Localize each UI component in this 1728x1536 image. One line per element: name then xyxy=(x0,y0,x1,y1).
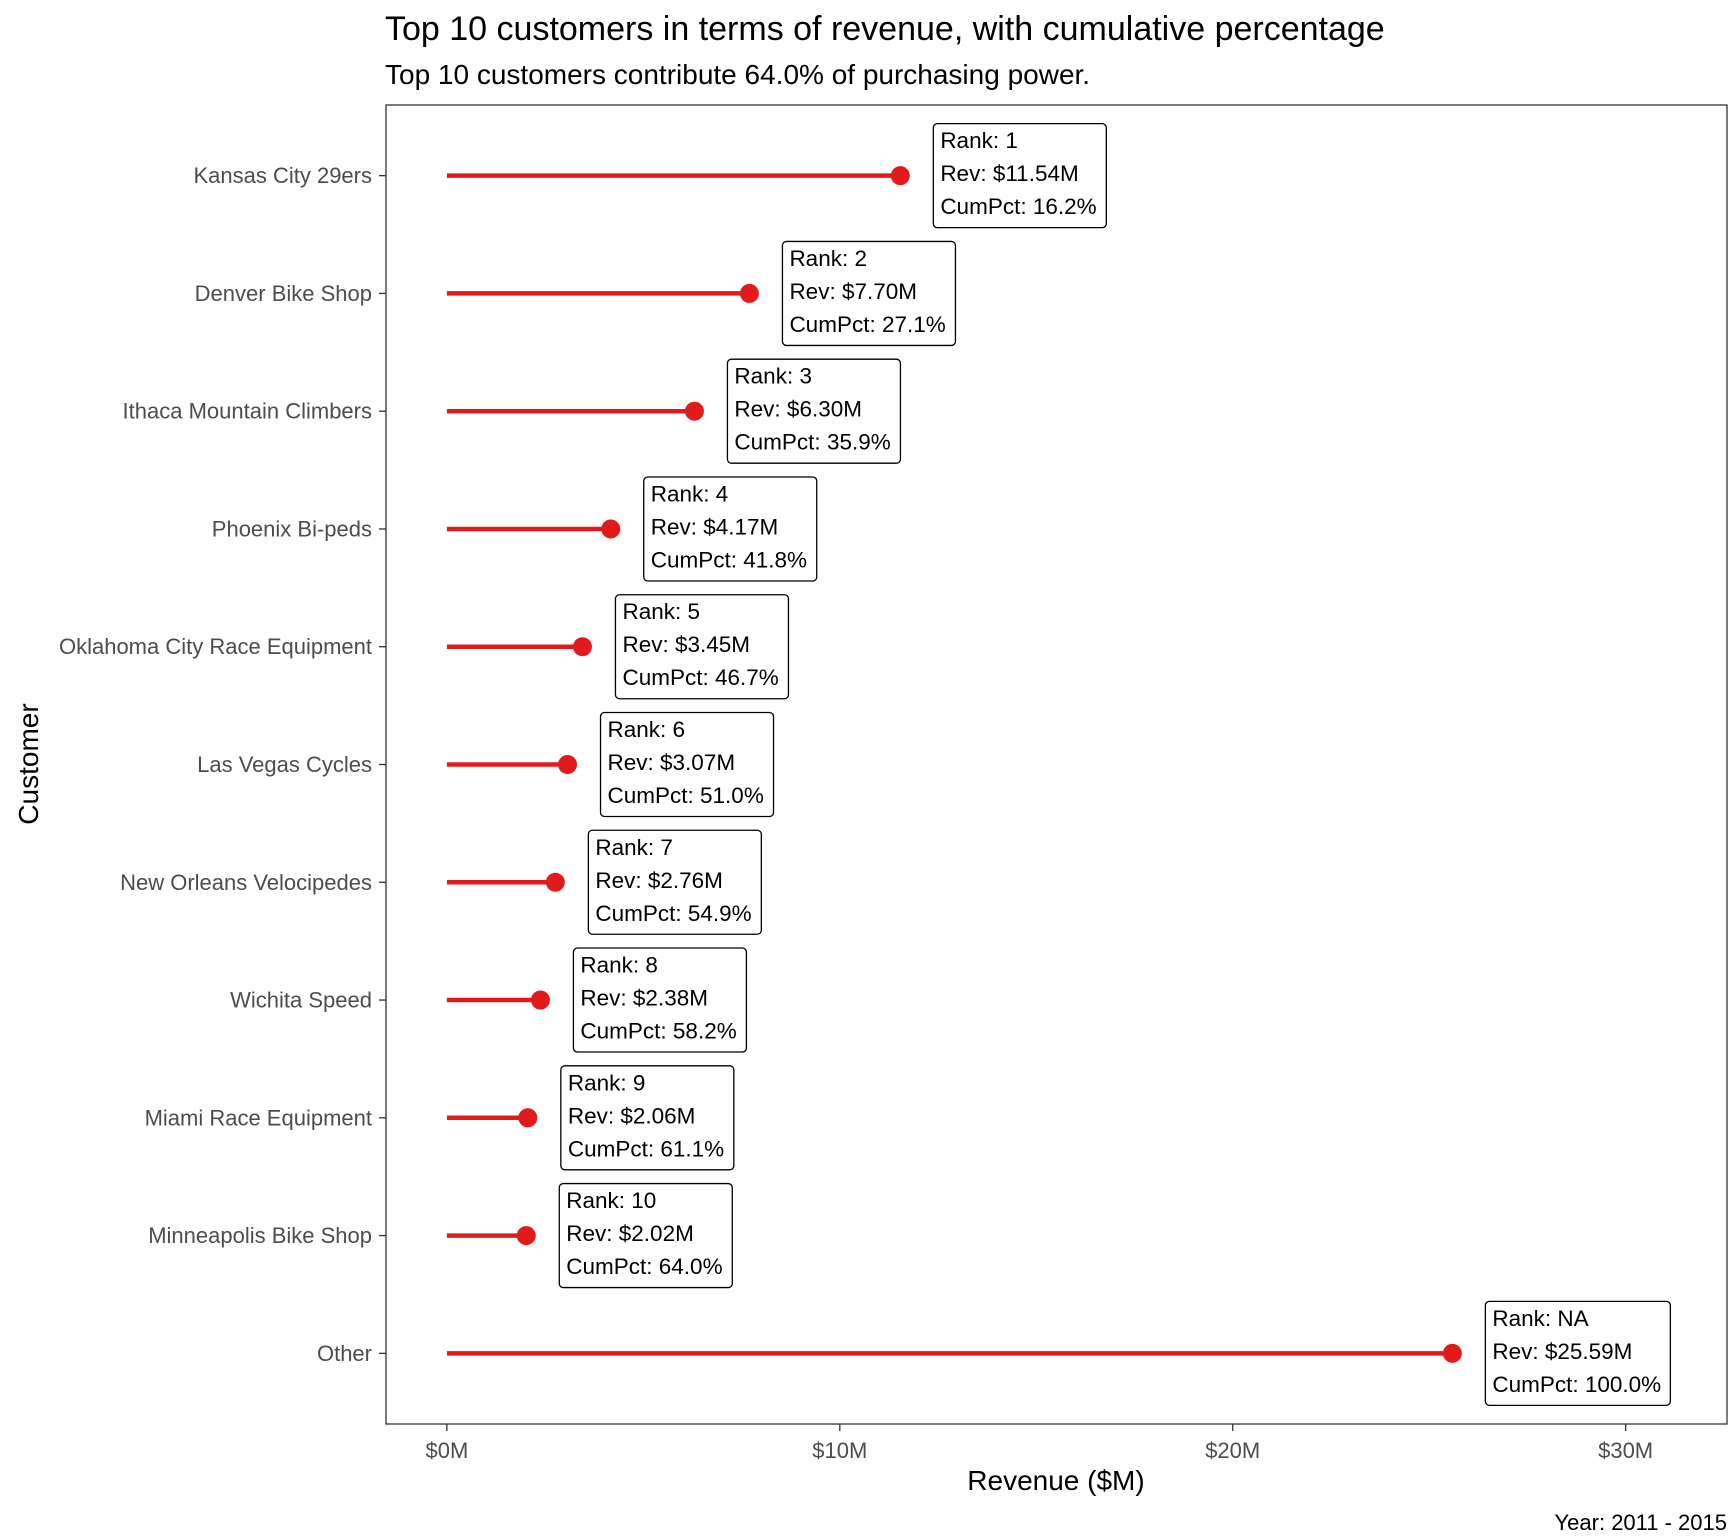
point-label-line: Rank: 10 xyxy=(566,1188,656,1213)
point-label-line: CumPct: 64.0% xyxy=(566,1254,722,1279)
x-tick-label: $30M xyxy=(1598,1438,1653,1463)
revenue-point xyxy=(516,1226,536,1246)
point-label-box xyxy=(781,240,957,347)
point-label-line: Rev: $2.02M xyxy=(566,1221,694,1246)
point-label: Rank: 5 Rev: $3.45M CumPct: 46.7% xyxy=(614,594,790,700)
y-tick-label: Wichita Speed xyxy=(230,988,372,1013)
y-axis-title: Customer xyxy=(13,703,44,824)
y-tick-label: Phoenix Bi-peds xyxy=(212,516,372,541)
point-label: Rank: 8 Rev: $2.38M CumPct: 58.2% xyxy=(572,947,748,1053)
revenue-point xyxy=(601,519,621,539)
x-tick-label: $20M xyxy=(1205,1438,1260,1463)
point-label: Rank: 4 Rev: $4.17M CumPct: 41.8% xyxy=(643,476,818,582)
chart-marks xyxy=(446,166,1462,1363)
point-label-line: CumPct: 46.7% xyxy=(622,665,778,690)
point-label-line: Rev: $4.17M xyxy=(651,514,779,539)
y-tick-label: Las Vegas Cycles xyxy=(197,752,372,777)
point-label-line: CumPct: 54.9% xyxy=(595,901,751,926)
point-label-line: CumPct: 16.2% xyxy=(940,194,1096,219)
y-tick-label: Oklahoma City Race Equipment xyxy=(59,634,372,659)
point-label-line: Rank: 7 xyxy=(595,835,673,860)
point-label-line: Rank: 1 xyxy=(940,128,1018,153)
revenue-point xyxy=(572,637,592,657)
y-tick-label: Other xyxy=(317,1341,372,1366)
point-label: Rank: 1 Rev: $11.54M CumPct: 16.2% xyxy=(932,123,1107,229)
point-label: Rank: 3 Rev: $6.30M CumPct: 35.9% xyxy=(726,358,902,464)
point-label: Rank: 2 Rev: $7.70M CumPct: 27.1% xyxy=(781,240,957,347)
x-tick-label: $10M xyxy=(812,1438,867,1463)
point-label-line: Rev: $3.45M xyxy=(622,632,750,657)
point-label-box xyxy=(572,947,748,1053)
x-axis-title: Revenue ($M) xyxy=(967,1465,1144,1496)
point-label-line: CumPct: 61.1% xyxy=(568,1136,724,1161)
y-axis: Kansas City 29ers Denver Bike Shop Ithaca … xyxy=(59,163,386,1366)
point-label-line: Rank: 9 xyxy=(568,1070,646,1095)
point-label-line: Rev: $2.38M xyxy=(580,986,708,1011)
point-label-line: Rank: 3 xyxy=(734,364,812,389)
point-label: Rank: 7 Rev: $2.76M CumPct: 54.9% xyxy=(587,829,762,935)
point-label-box xyxy=(614,594,790,700)
point-label-line: CumPct: 58.2% xyxy=(580,1019,736,1044)
x-axis: $0M $10M $20M $30M xyxy=(426,1424,1653,1463)
point-label-line: Rev: $2.06M xyxy=(568,1103,696,1128)
point-label: Rank: 6 Rev: $3.07M CumPct: 51.0% xyxy=(599,711,775,818)
point-label-line: CumPct: 35.9% xyxy=(734,430,890,455)
point-label-line: Rank: 2 xyxy=(789,246,867,271)
chart-title: Top 10 customers in terms of revenue, wi… xyxy=(385,10,1385,48)
chart-subtitle: Top 10 customers contribute 64.0% of pur… xyxy=(385,59,1090,90)
revenue-point xyxy=(545,872,565,892)
revenue-point xyxy=(518,1108,538,1128)
revenue-point xyxy=(1442,1343,1462,1363)
point-label-box xyxy=(932,123,1107,229)
point-label-line: Rank: 4 xyxy=(651,481,729,506)
point-label-line: Rev: $2.76M xyxy=(595,868,723,893)
revenue-point xyxy=(890,166,910,186)
revenue-point xyxy=(530,990,550,1010)
point-label-box xyxy=(1484,1300,1672,1406)
point-label-box xyxy=(560,1065,735,1171)
point-label-line: CumPct: 27.1% xyxy=(789,312,945,337)
revenue-point xyxy=(558,755,578,774)
point-label-line: Rank: NA xyxy=(1492,1306,1588,1331)
point-label-box xyxy=(726,358,902,464)
x-tick-label: $0M xyxy=(426,1438,469,1463)
point-label-line: CumPct: 51.0% xyxy=(608,783,764,808)
point-label-line: Rank: 8 xyxy=(580,953,658,978)
point-label-line: CumPct: 100.0% xyxy=(1492,1372,1661,1397)
point-label: Rank: 9 Rev: $2.06M CumPct: 61.1% xyxy=(560,1065,735,1171)
y-tick-label: New Orleans Velocipedes xyxy=(120,870,372,895)
y-tick-label: Kansas City 29ers xyxy=(193,163,372,188)
point-label: Rank: NA Rev: $25.59M CumPct: 100.0% xyxy=(1484,1300,1672,1406)
point-label-line: CumPct: 41.8% xyxy=(651,547,807,572)
point-label-line: Rank: 5 xyxy=(622,599,700,624)
revenue-point xyxy=(684,401,704,421)
y-tick-label: Miami Race Equipment xyxy=(145,1105,372,1130)
point-label-line: Rev: $11.54M xyxy=(940,161,1078,186)
point-label-box xyxy=(587,829,762,935)
point-label-line: Rev: $6.30M xyxy=(734,397,862,422)
point-label-box xyxy=(643,476,818,582)
y-tick-label: Denver Bike Shop xyxy=(195,281,372,306)
point-label-line: Rank: 6 xyxy=(608,717,686,742)
point-label-box xyxy=(558,1182,733,1289)
point-label-line: Rev: $3.07M xyxy=(608,750,736,775)
point-label-box xyxy=(599,711,775,818)
y-tick-label: Ithaca Mountain Climbers xyxy=(123,399,372,424)
point-label: Rank: 10 Rev: $2.02M CumPct: 64.0% xyxy=(558,1182,733,1289)
y-tick-label: Minneapolis Bike Shop xyxy=(148,1223,372,1248)
point-label-line: Rev: $7.70M xyxy=(789,279,917,304)
point-label-line: Rev: $25.59M xyxy=(1492,1339,1632,1364)
revenue-point xyxy=(739,283,759,303)
chart-caption: Year: 2011 - 2015 xyxy=(1555,1510,1727,1535)
